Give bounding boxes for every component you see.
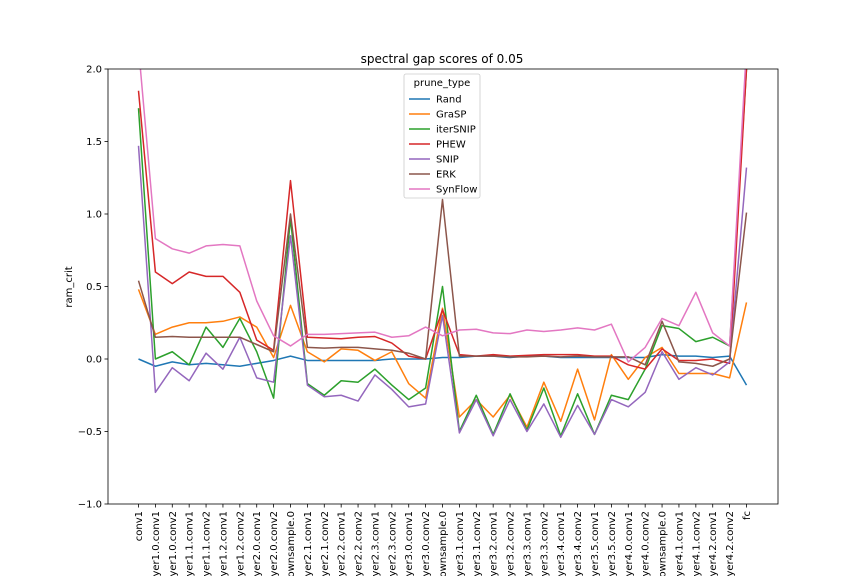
y-axis-label: ram_crit	[64, 266, 75, 307]
legend-label: SynFlow	[436, 185, 477, 196]
x-tick-label: layer4.2.conv1	[708, 511, 719, 576]
x-tick-label: conv1	[134, 511, 145, 541]
x-tick-label: layer2.0.conv2	[269, 511, 280, 576]
legend-box	[403, 73, 481, 199]
x-tick-label: layer3.1.conv1	[455, 511, 466, 576]
x-tick-label: layer3.5.conv2	[607, 511, 618, 576]
legend-label: iterSNIP	[436, 125, 476, 136]
x-tick-label: layer1.2.conv2	[235, 511, 246, 576]
legend-label: PHEW	[436, 140, 466, 151]
x-tick-label: layer4.1.conv1	[674, 511, 685, 576]
legend: prune_type Rand GraSP iterSNIP PHEW SNIP ERK Sy…	[403, 73, 481, 199]
x-tick-label: layer4.0.downsample.0	[658, 511, 669, 576]
x-tick-label: layer3.4.conv1	[556, 511, 567, 576]
x-tick-label: layer3.0.downsample.0	[438, 511, 449, 576]
y-axis: −1.0 −0.5 0.0 0.5 1.0 1.5 2.0	[78, 65, 108, 511]
y-tick-label: −0.5	[78, 427, 102, 438]
x-tick-label: fc	[742, 511, 753, 520]
x-tick-label: layer3.3.conv1	[522, 511, 533, 576]
x-tick-label: layer3.0.conv1	[404, 511, 415, 576]
x-tick-label: layer1.0.conv2	[168, 511, 179, 576]
x-tick-label: layer2.0.conv1	[252, 511, 263, 576]
x-tick-label: layer3.2.conv1	[489, 511, 500, 576]
series-line-synflow	[139, 69, 747, 363]
x-tick-label: layer3.0.conv2	[421, 511, 432, 576]
y-tick-label: 0.5	[86, 282, 102, 293]
x-axis: conv1 layer1.0.conv1 layer1.0.conv2 layer1.…	[134, 504, 753, 576]
legend-label: Rand	[436, 95, 462, 106]
x-tick-label: layer1.1.conv1	[185, 511, 196, 576]
y-tick-label: 1.0	[86, 210, 102, 221]
y-tick-label: 1.5	[86, 137, 102, 148]
x-tick-label: layer2.1.conv1	[303, 511, 314, 576]
legend-label: SNIP	[436, 155, 459, 166]
x-tick-label: layer1.2.conv1	[218, 511, 229, 576]
x-tick-label: layer3.1.conv2	[472, 511, 483, 576]
y-tick-label: −1.0	[78, 500, 102, 511]
x-tick-label: layer1.1.conv2	[202, 511, 213, 576]
x-tick-label: layer3.5.conv1	[590, 511, 601, 576]
chart-title: spectral gap scores of 0.05	[361, 52, 524, 66]
series-layer	[137, 69, 748, 439]
x-tick-label: layer3.4.conv2	[573, 511, 584, 576]
x-tick-label: layer2.1.conv2	[320, 511, 331, 576]
x-tick-label: layer2.0.downsample.0	[286, 511, 297, 576]
legend-label: ERK	[436, 170, 456, 181]
x-tick-label: layer3.2.conv2	[506, 511, 517, 576]
x-tick-label: layer4.2.conv2	[725, 511, 736, 576]
x-tick-label: layer2.3.conv1	[370, 511, 381, 576]
x-tick-label: layer3.3.conv2	[539, 511, 550, 576]
x-tick-label: layer4.0.conv1	[624, 511, 635, 576]
x-tick-label: layer2.2.conv1	[337, 511, 348, 576]
x-tick-label: layer2.3.conv2	[387, 511, 398, 576]
x-tick-label: layer4.0.conv2	[641, 511, 652, 576]
x-tick-label: layer2.2.conv2	[354, 511, 365, 576]
series-line-phew	[137, 69, 748, 370]
y-tick-label: 0.0	[86, 355, 102, 366]
legend-title: prune_type	[414, 78, 471, 89]
series-line-erk	[137, 198, 748, 367]
x-tick-label: layer1.0.conv1	[151, 511, 162, 576]
series-line-grasp	[137, 289, 748, 428]
x-tick-label: layer4.1.conv2	[691, 511, 702, 576]
y-tick-label: 2.0	[86, 65, 102, 76]
legend-label: GraSP	[436, 110, 466, 121]
